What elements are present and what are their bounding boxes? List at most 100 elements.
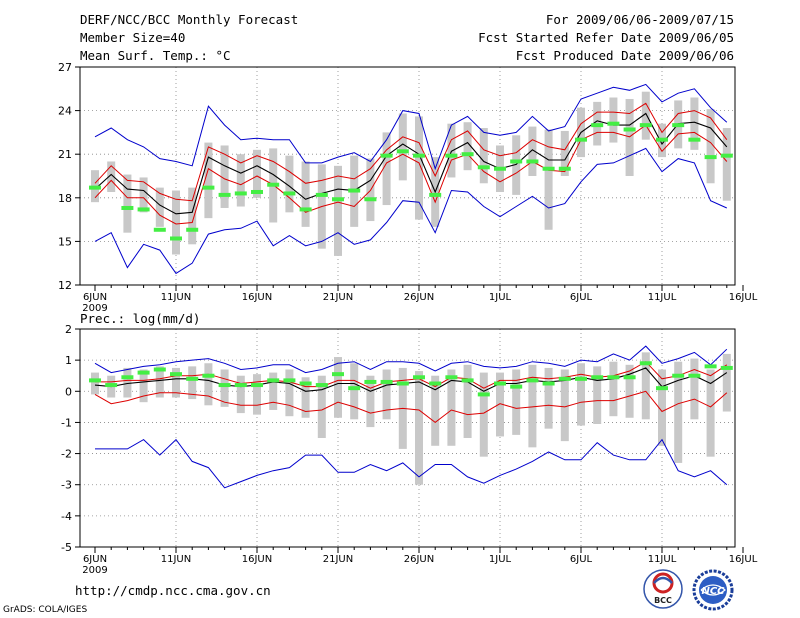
prec-xtick-label: 6JUL: [570, 554, 593, 565]
prec-xtick-label: 11JUN: [161, 554, 191, 565]
temp-panel: 12 15 18 21 24 27 6JUN 11JUN 16JUN 21JUN 26JUN 1JUL…: [58, 61, 758, 314]
temp-lower-line: [94, 124, 728, 225]
variable-label: Mean Surf. Temp.: °C: [80, 48, 231, 63]
temp-observed-mark: [137, 207, 150, 212]
prec-ytick-label: 2: [65, 323, 72, 336]
temp-observed-mark: [251, 189, 263, 194]
prec-spread-box: [155, 366, 164, 398]
temp-spread-box: [382, 132, 391, 206]
prec-observed-mark: [510, 384, 523, 389]
temp-xtick-label: 6JUN: [83, 292, 107, 303]
prec-observed-mark: [623, 375, 636, 380]
prec-observed-mark: [299, 381, 312, 386]
prec-spread-box: [560, 369, 569, 442]
prec-spread-box: [139, 369, 148, 403]
prec-spread-box: [463, 364, 472, 438]
temp-spread-box: [220, 145, 229, 208]
temp-observed-mark: [267, 182, 280, 187]
prec-mean-line: [94, 367, 728, 392]
prec-spread-box: [479, 372, 488, 457]
temp-observed-mark: [218, 192, 231, 197]
prec-spread-box: [577, 363, 585, 426]
prec-spread-box: [690, 358, 699, 420]
temp-observed-mark: [234, 191, 247, 196]
temp-spread-box: [172, 190, 180, 255]
prec-upper-line: [95, 361, 728, 389]
temp-observed-mark: [283, 191, 296, 196]
prec-spread-box: [658, 369, 666, 446]
prec-spread-box: [253, 374, 261, 415]
prec-spread-box: [431, 375, 440, 446]
prec-observed-mark: [364, 379, 377, 384]
prec-spread-box: [188, 366, 197, 400]
temp-observed-mark: [202, 185, 215, 190]
prec-observed-mark: [542, 381, 555, 386]
prec-spread-box: [496, 372, 504, 437]
prec-spread-box: [706, 369, 715, 457]
prec-observed-mark: [445, 375, 458, 380]
temp-observed-mark: [315, 192, 328, 197]
prec-observed-mark: [186, 376, 199, 381]
temp-spread-box: [285, 155, 294, 213]
temp-xtick-label: 26JUN: [404, 292, 434, 303]
ncc-logo-text: NCC: [701, 586, 725, 597]
temp-max-line: [94, 83, 728, 171]
chart-title: DERF/NCC/BCC Monthly Forecast: [80, 12, 299, 27]
prec-spread-box: [236, 375, 245, 414]
temp-observed-mark: [607, 121, 620, 126]
prec-observed-mark: [170, 372, 182, 377]
temp-observed-mark: [186, 227, 199, 232]
prec-spread-box: [674, 361, 683, 463]
prec-observed-mark: [332, 372, 344, 377]
temp-observed-mark: [429, 192, 442, 197]
temp-observed-mark: [494, 166, 506, 171]
temp-ytick-label: 27: [58, 61, 72, 74]
prec-spread-box: [123, 367, 132, 398]
prec-spread-box: [204, 363, 213, 406]
temp-observed-mark: [299, 207, 312, 212]
temp-spread-box: [463, 122, 472, 171]
temp-spread-box: [706, 109, 715, 184]
temp-spread-box: [479, 128, 488, 184]
temp-observed-mark: [413, 153, 425, 158]
temp-observed-mark: [121, 205, 134, 210]
prec-observed-mark: [639, 361, 652, 366]
prec-observed-mark: [413, 375, 425, 380]
prec-spread-box: [641, 352, 650, 420]
prec-spread-box: [447, 369, 456, 446]
prec-spread-box: [91, 372, 99, 395]
prec-observed-mark: [380, 379, 393, 384]
temp-xtick-label: 16JUL: [729, 292, 758, 303]
prec-xtick-label: 6JUN: [83, 554, 107, 565]
prec-spread-box: [625, 364, 634, 418]
temp-observed-mark: [510, 159, 523, 164]
temp-upper-line: [94, 102, 728, 202]
temp-spread-box: [722, 128, 731, 201]
prec-lower-line: [94, 390, 728, 424]
prec-observed-mark: [234, 383, 247, 388]
prec-ytick-label: -4: [61, 510, 72, 523]
prec-ytick-label: -1: [61, 416, 72, 429]
member-size-label: Member Size=40: [80, 30, 186, 45]
temp-spread-box: [625, 98, 634, 176]
temp-ytick-label: 21: [58, 148, 72, 161]
bcc-logo-text: BCC: [654, 596, 672, 605]
temp-spread-box: [512, 135, 521, 195]
temp-observed-mark: [656, 137, 668, 142]
temp-observed-mark: [558, 166, 571, 171]
temp-observed-mark: [348, 188, 361, 193]
prec-spread-box: [220, 369, 229, 407]
prec-observed-mark: [720, 365, 733, 370]
prec-observed-mark: [672, 373, 685, 378]
source-url[interactable]: http://cmdp.ncc.cma.gov.cn: [75, 583, 271, 598]
prec-spread-box: [722, 353, 731, 412]
temp-ytick-label: 15: [58, 235, 72, 248]
prec-spread-box: [350, 363, 359, 420]
prec-ytick-label: 1: [65, 354, 72, 367]
prec-observed-mark: [121, 375, 134, 380]
temp-year-label: 2009: [82, 303, 107, 314]
temp-observed-mark: [153, 227, 166, 232]
prec-observed-mark: [429, 381, 442, 386]
prec-observed-mark: [591, 375, 604, 380]
